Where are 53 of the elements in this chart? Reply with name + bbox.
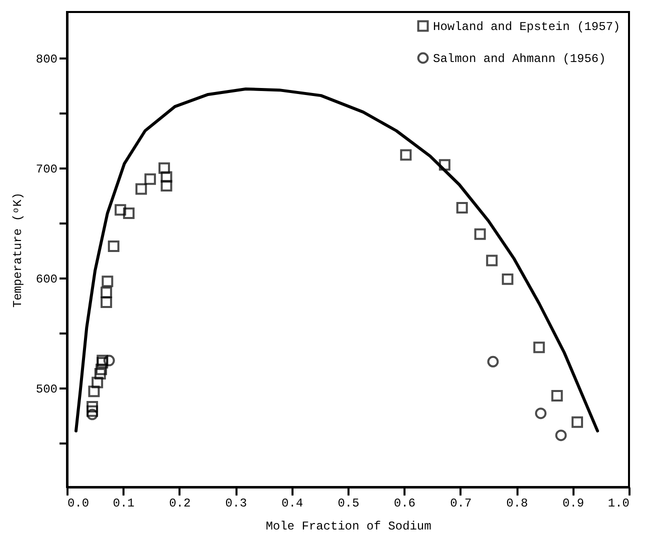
point <box>86 400 98 412</box>
x-tick-label: 0.7 <box>450 496 472 510</box>
legend-label: Howland and Epstein (1957) <box>433 20 620 34</box>
x-tick-label: 0.8 <box>506 496 528 510</box>
y-tick-label: 700 <box>36 162 58 177</box>
point <box>94 368 106 380</box>
point <box>144 173 156 185</box>
point <box>502 273 514 285</box>
point <box>114 204 126 216</box>
legend-label: Salmon and Ahmann (1956) <box>433 52 606 66</box>
point <box>533 342 545 354</box>
point <box>102 276 114 288</box>
x-tick-label: 0.1 <box>112 496 135 510</box>
x-tick-label: 0.6 <box>394 496 416 510</box>
point <box>555 430 567 442</box>
point <box>158 162 170 174</box>
y-axis-title: Temperature (ᵒK) <box>10 192 25 308</box>
x-tick-label: 0.2 <box>169 496 191 510</box>
x-tick-label: 0.0 <box>68 496 90 510</box>
point <box>487 356 499 368</box>
point <box>486 254 498 266</box>
point <box>400 149 412 161</box>
point <box>135 183 147 195</box>
point <box>86 405 98 417</box>
point <box>456 202 468 214</box>
point <box>474 228 486 240</box>
point <box>100 286 112 298</box>
point <box>108 240 120 252</box>
point <box>535 408 547 420</box>
x-tick-label: 0.9 <box>562 496 584 510</box>
point <box>96 354 108 366</box>
point <box>92 376 104 388</box>
x-tick-label: 0.5 <box>338 496 360 510</box>
point <box>96 364 108 376</box>
point <box>96 357 108 368</box>
y-tick-label: 500 <box>36 382 58 397</box>
point <box>160 171 172 183</box>
y-tick-label: 600 <box>36 272 58 287</box>
point <box>551 390 563 402</box>
line-series <box>74 87 600 432</box>
x-tick-label: 0.4 <box>281 496 304 510</box>
point <box>100 296 112 308</box>
x-tick-label: 0.3 <box>225 496 247 510</box>
point <box>88 386 100 398</box>
y-tick-label: 800 <box>36 52 58 67</box>
point <box>438 159 450 171</box>
point <box>160 180 172 192</box>
x-axis-title: Mole Fraction of Sodium <box>266 520 432 534</box>
point <box>123 207 135 219</box>
x-tick-label: 1.0 <box>608 496 630 510</box>
point <box>572 416 584 428</box>
point <box>86 408 98 420</box>
point <box>103 354 115 366</box>
